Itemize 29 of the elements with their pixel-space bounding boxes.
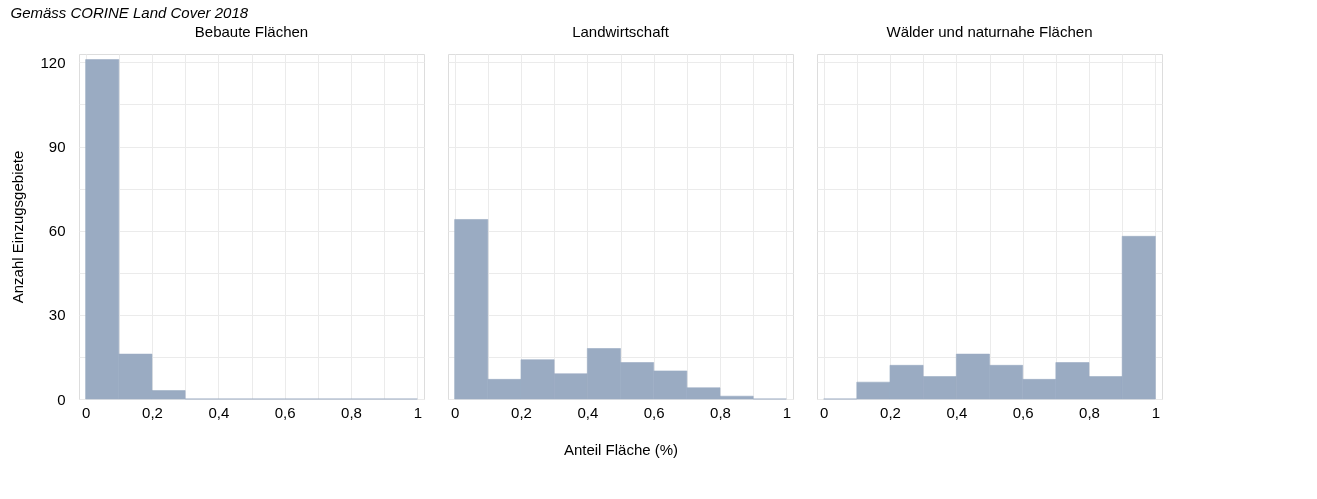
- y-tick-label: 120: [40, 53, 66, 71]
- chart-title: Bebaute Flächen: [194, 23, 309, 40]
- x-tick-label: 0: [81, 403, 91, 421]
- x-tick-label: 1: [1151, 403, 1161, 421]
- x-tick-label: 0,4: [946, 403, 968, 421]
- x-tick-label: 1: [413, 403, 423, 421]
- x-axis-title: Anteil Fläche (%): [563, 440, 679, 458]
- y-axis-title: Anzahl Einzugsgebiete: [9, 150, 27, 304]
- x-tick-label: 0,4: [577, 403, 599, 421]
- chart-subtitle: Gemäss CORINE Land Cover 2018: [10, 3, 249, 21]
- x-tick-label: 0,8: [1079, 403, 1100, 421]
- chart-title: Landwirtschaft: [572, 23, 670, 40]
- x-tick-label: 0,6: [274, 403, 296, 421]
- y-tick-label: 90: [48, 138, 66, 156]
- x-tick-label: 0: [819, 403, 829, 421]
- x-tick-label: 0,2: [142, 403, 163, 421]
- x-tick-label: 0,4: [208, 403, 230, 421]
- x-tick-label: 1: [782, 403, 792, 421]
- x-tick-label: 0,2: [880, 403, 901, 421]
- y-tick-label: 30: [48, 306, 66, 324]
- x-tick-label: 0,8: [710, 403, 731, 421]
- chart-title: Wälder und naturnahe Flächen: [886, 23, 1093, 40]
- y-tick-label: 0: [57, 390, 66, 408]
- x-tick-label: 0: [450, 403, 460, 421]
- x-tick-label: 0,6: [1012, 403, 1034, 421]
- x-tick-label: 0,6: [643, 403, 665, 421]
- x-tick-label: 0,8: [341, 403, 362, 421]
- y-tick-label: 60: [48, 222, 66, 240]
- x-tick-label: 0,2: [511, 403, 532, 421]
